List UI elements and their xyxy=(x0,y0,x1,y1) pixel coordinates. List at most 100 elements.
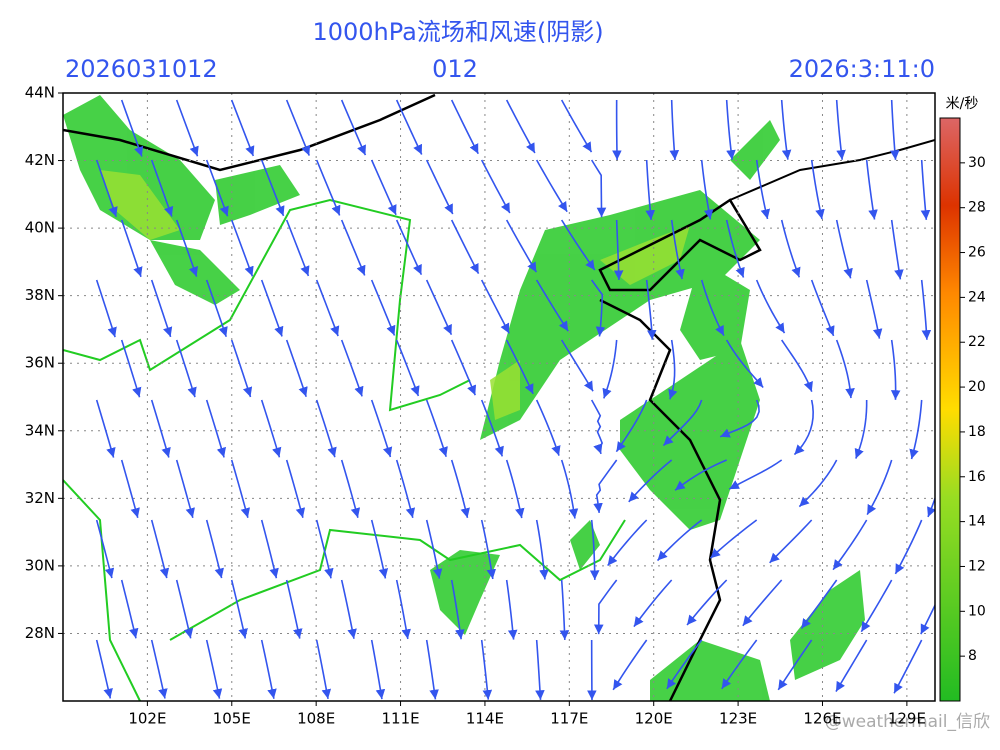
streamline xyxy=(340,579,357,639)
streamline xyxy=(893,639,923,694)
streamline xyxy=(700,159,714,220)
streamline xyxy=(920,159,931,220)
basin-line xyxy=(63,198,471,412)
streamline xyxy=(666,639,703,690)
streamline xyxy=(175,219,198,277)
streamline xyxy=(205,159,229,217)
streamline xyxy=(450,219,480,275)
streamline xyxy=(590,399,604,455)
colorbar-label: 26 xyxy=(968,245,986,261)
map-layers xyxy=(63,93,935,701)
streamline xyxy=(612,639,648,691)
streamline xyxy=(315,159,341,216)
streamline xyxy=(95,159,118,217)
streamline xyxy=(927,496,935,518)
lead-time: 012 xyxy=(432,55,478,83)
streamline xyxy=(725,339,764,388)
streamline xyxy=(505,99,536,154)
colorbar-label: 30 xyxy=(968,155,986,171)
colorbar-label: 18 xyxy=(968,424,986,440)
streamline xyxy=(120,219,143,278)
streamline xyxy=(670,219,685,280)
basin-line xyxy=(63,479,626,701)
streamline xyxy=(450,579,465,640)
colorbar-label: 8 xyxy=(968,648,977,664)
streamline xyxy=(668,339,678,400)
streamline xyxy=(535,279,569,332)
lon-tick-label: 123E xyxy=(719,710,757,728)
streamline xyxy=(645,159,656,220)
streamline xyxy=(260,399,282,458)
streamline xyxy=(95,399,116,458)
streamline xyxy=(285,339,308,397)
streamline xyxy=(780,99,792,160)
streamline xyxy=(120,459,140,519)
streamline xyxy=(260,639,277,699)
streamline xyxy=(95,639,113,699)
streamline xyxy=(150,399,171,458)
lat-tick-label: 44N xyxy=(25,84,55,102)
lon-tick-label: 111E xyxy=(381,710,419,728)
streamline xyxy=(480,159,511,214)
streamline xyxy=(120,579,139,639)
streamline xyxy=(800,579,838,630)
streamline xyxy=(607,519,648,567)
streamline xyxy=(832,519,868,571)
streamline xyxy=(560,219,596,271)
streamline xyxy=(633,579,673,628)
streamline xyxy=(315,279,340,337)
wind-shading-strong xyxy=(100,170,690,420)
streamline xyxy=(480,399,504,457)
streamline xyxy=(890,339,901,400)
map-frame xyxy=(62,92,936,702)
streamline xyxy=(686,579,728,626)
streamline xyxy=(370,639,386,700)
streamline xyxy=(920,603,935,635)
streamline xyxy=(593,579,618,635)
streamline xyxy=(835,639,868,692)
streamline xyxy=(95,519,115,579)
streamline xyxy=(395,579,411,640)
streamline xyxy=(645,279,657,340)
streamline xyxy=(205,399,226,458)
streamline xyxy=(260,159,285,217)
streamline xyxy=(535,399,561,456)
lat-tick-label: 32N xyxy=(25,489,55,507)
streamline xyxy=(425,279,453,335)
streamline xyxy=(560,339,594,392)
streamline xyxy=(669,99,680,160)
streamline xyxy=(230,219,254,277)
colorbar-label: 22 xyxy=(968,334,986,350)
streamline xyxy=(728,459,783,490)
streamline xyxy=(230,339,253,398)
streamline xyxy=(725,219,745,278)
streamline xyxy=(260,519,279,579)
streamline xyxy=(909,399,923,460)
colorbar-label: 10 xyxy=(968,603,986,619)
streamline xyxy=(835,339,855,399)
streamline xyxy=(628,459,673,503)
streamline xyxy=(835,99,846,160)
streamline xyxy=(285,99,311,156)
streamline xyxy=(835,219,853,279)
border xyxy=(729,139,935,201)
streamline xyxy=(613,219,624,280)
streamline xyxy=(150,519,170,579)
streamline xyxy=(175,99,199,157)
streamline xyxy=(615,399,648,453)
streamline xyxy=(370,159,397,216)
streamline xyxy=(505,579,518,640)
streamline xyxy=(450,339,477,396)
streamline xyxy=(340,339,364,397)
lon-tick-label: 114E xyxy=(466,710,504,728)
streamline xyxy=(205,519,224,579)
lon-tick-label: 117E xyxy=(550,710,588,728)
streamline xyxy=(480,519,497,580)
streamline xyxy=(175,579,194,639)
streamline xyxy=(535,639,545,700)
streamline xyxy=(591,279,606,337)
streamline xyxy=(781,339,813,392)
streamline xyxy=(395,219,423,276)
colorbar-label: 14 xyxy=(968,514,986,530)
